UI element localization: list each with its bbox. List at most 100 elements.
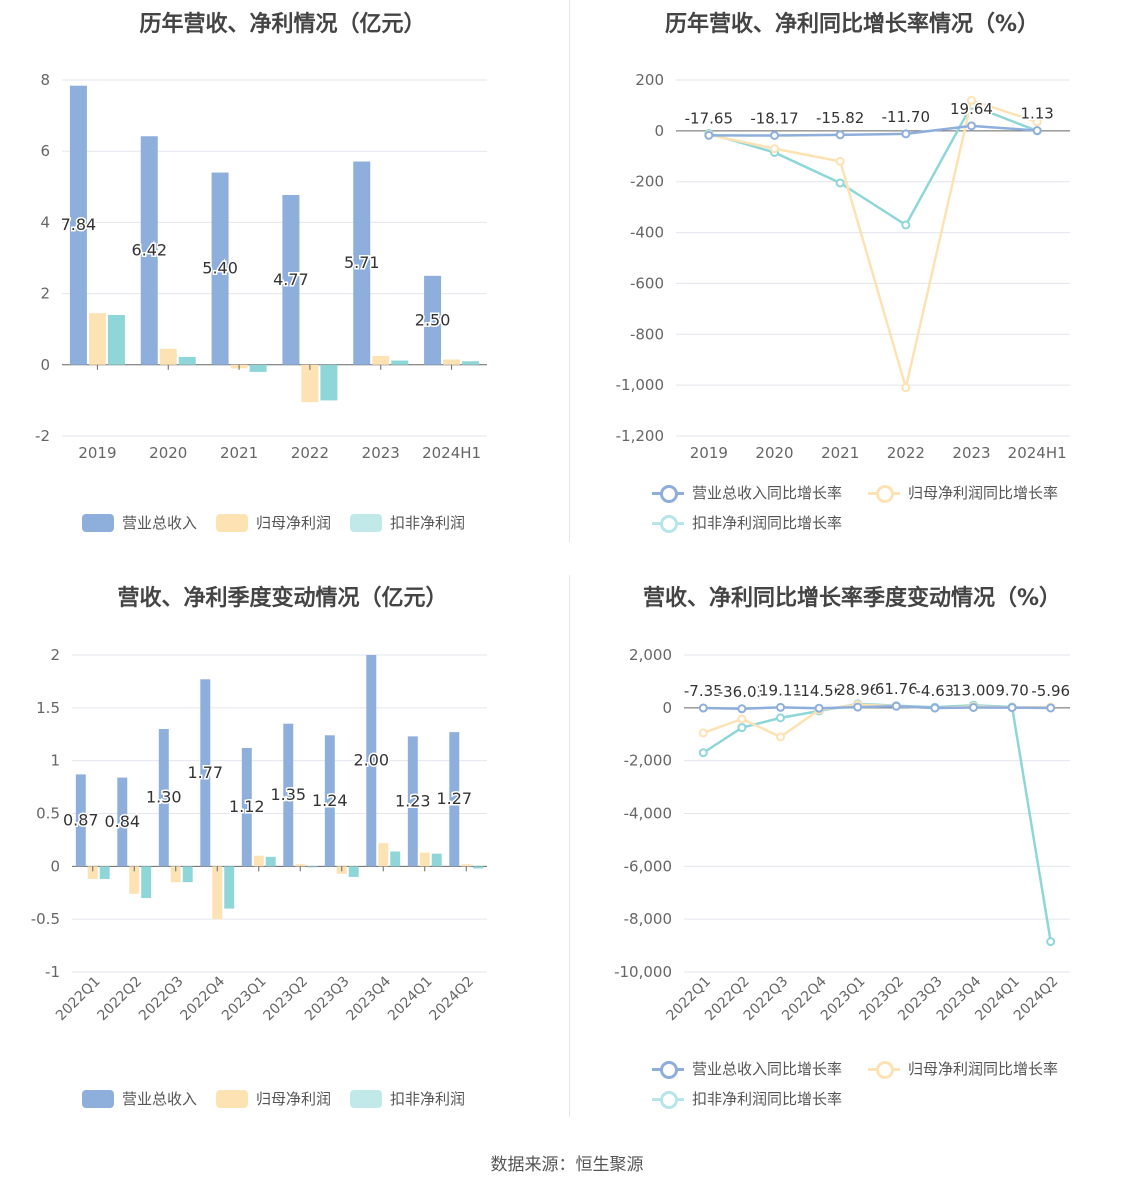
data-label: 1.13 bbox=[1020, 105, 1053, 123]
y-tick-label: -6,000 bbox=[624, 857, 672, 875]
y-tick-label: 4 bbox=[40, 213, 50, 231]
x-tick-label: 2022Q4 bbox=[177, 973, 228, 1024]
point-归母净利润同比增长率-2024H1 bbox=[1032, 117, 1042, 127]
legend-item-deducted-profit-growth[interactable]: 扣非净利润同比增长率 bbox=[652, 512, 842, 533]
chart-annual-growth-svg: -1,200 -1,000 -800 -600 -400 -200 0 200 -17.65 -1… bbox=[616, 71, 1070, 462]
bar-扣非净利润-2019 bbox=[107, 314, 125, 365]
y-tick-label: -200 bbox=[630, 173, 664, 191]
legend-item-revenue-growth[interactable]: 营业总收入同比增长率 bbox=[652, 482, 842, 503]
bar-扣非净利润-2022Q1 bbox=[99, 866, 110, 880]
bar-归母净利润-2023Q1 bbox=[253, 855, 264, 867]
legend-label: 营业总收入同比增长率 bbox=[692, 1060, 843, 1078]
data-label: 0.87 bbox=[63, 810, 99, 829]
point-营业总收入同比增长率-2023Q4 bbox=[969, 702, 978, 712]
legend-swatch bbox=[350, 513, 382, 532]
x-tick-label: 2022Q1 bbox=[53, 974, 104, 1025]
legend-label: 归母净利润同比增长率 bbox=[908, 484, 1059, 502]
y-tick-label: 1.5 bbox=[36, 699, 60, 717]
bar-营业总收入-2022 bbox=[282, 194, 300, 365]
data-label: -11.70 bbox=[882, 108, 930, 126]
y-tick-label: -800 bbox=[630, 325, 664, 343]
chart-title: 营收、净利季度变动情况（亿元） bbox=[117, 586, 448, 611]
data-label: 1.27 bbox=[436, 789, 472, 808]
point-营业总收入同比增长率-2022Q3 bbox=[776, 702, 785, 712]
point-营业总收入同比增长率-2023 bbox=[967, 121, 976, 131]
x-tick-label: 2023Q4 bbox=[343, 973, 394, 1024]
bar-扣非净利润-2024Q2 bbox=[473, 866, 484, 869]
legend-item-net-profit[interactable]: 归母净利润 bbox=[216, 512, 331, 533]
bar-归母净利润-2023Q4 bbox=[378, 843, 389, 867]
legend-swatch bbox=[82, 1089, 114, 1108]
data-label: 2.00 bbox=[353, 751, 389, 770]
y-tick-label: -8,000 bbox=[624, 910, 672, 928]
legend-item-revenue-growth[interactable]: 营业总收入同比增长率 bbox=[652, 1058, 842, 1079]
legend-item-net-profit-growth[interactable]: 归母净利润同比增长率 bbox=[868, 482, 1058, 503]
chart-annual-growth: 历年营收、净利同比增长率情况（%） -1,200 -1,000 -800 -600 -4… bbox=[570, 0, 1134, 545]
data-label: 1.30 bbox=[146, 788, 182, 807]
legend-label: 扣非净利润 bbox=[390, 1090, 466, 1108]
point-扣非净利润同比增长率-2022Q2 bbox=[737, 723, 747, 733]
bar-归母净利润-2024Q2 bbox=[461, 864, 472, 867]
bar-归母净利润-2022 bbox=[301, 364, 319, 403]
bar-归母净利润-2023 bbox=[372, 355, 390, 365]
point-扣非净利润同比增长率-2024Q2 bbox=[1046, 937, 1056, 947]
data-label: 5.71 bbox=[344, 253, 380, 272]
point-营业总收入同比增长率-2019 bbox=[704, 130, 714, 140]
data-label: 5.40 bbox=[202, 259, 238, 278]
y-tick-label: -10,000 bbox=[614, 963, 672, 981]
point-营业总收入同比增长率-2024Q1 bbox=[1007, 703, 1017, 713]
legend-item-deducted-profit[interactable]: 扣非净利润 bbox=[350, 1088, 465, 1109]
bar-归母净利润-2022Q4 bbox=[212, 866, 223, 920]
point-扣非净利润同比增长率-2021 bbox=[835, 178, 845, 188]
legend-item-deducted-profit[interactable]: 扣非净利润 bbox=[350, 512, 465, 533]
data-label: 0.84 bbox=[104, 812, 140, 831]
data-label: 61.76 bbox=[875, 680, 918, 698]
point-营业总收入同比增长率-2023Q2 bbox=[891, 701, 901, 711]
legend-marker bbox=[868, 1060, 900, 1079]
y-tick-label: 1 bbox=[50, 752, 60, 770]
legend-item-revenue[interactable]: 营业总收入 bbox=[82, 1088, 197, 1109]
legend-item-net-profit-growth[interactable]: 归母净利润同比增长率 bbox=[868, 1058, 1058, 1079]
point-营业总收入同比增长率-2023Q3 bbox=[930, 703, 940, 713]
data-label: 13.00 bbox=[952, 681, 995, 699]
bar-归母净利润-2024H1 bbox=[443, 359, 461, 365]
y-tick-label: 0.5 bbox=[36, 805, 60, 823]
legend-label: 扣非净利润同比增长率 bbox=[692, 514, 843, 532]
legend-item-net-profit[interactable]: 归母净利润 bbox=[216, 1088, 331, 1109]
bar-归母净利润-2019 bbox=[88, 313, 106, 365]
legend-item-revenue[interactable]: 营业总收入 bbox=[82, 512, 197, 533]
point-营业总收入同比增长率-2024Q2 bbox=[1046, 703, 1056, 713]
point-营业总收入同比增长率-2022Q1 bbox=[698, 703, 708, 713]
bar-营业总收入-2019 bbox=[69, 85, 87, 365]
data-label: 9.70 bbox=[995, 682, 1028, 700]
point-归母净利润同比增长率-2022Q3 bbox=[776, 732, 785, 742]
y-tick-label: 2 bbox=[40, 285, 50, 303]
bar-营业总收入-2023Q3 bbox=[324, 735, 335, 867]
bar-扣非净利润-2022Q3 bbox=[182, 866, 193, 883]
legend-label: 归母净利润 bbox=[256, 514, 332, 532]
x-tick-label: 2024H1 bbox=[1008, 444, 1067, 462]
data-label: 2.50 bbox=[415, 310, 451, 329]
legend-item-deducted-profit-growth[interactable]: 扣非净利润同比增长率 bbox=[652, 1088, 842, 1109]
point-归母净利润同比增长率-2022Q2 bbox=[737, 714, 747, 724]
legend-label: 营业总收入同比增长率 bbox=[692, 484, 843, 502]
bar-扣非净利润-2020 bbox=[178, 356, 196, 365]
y-tick-label: -2,000 bbox=[624, 752, 672, 770]
y-tick-label: 0 bbox=[50, 857, 60, 875]
point-归母净利润同比增长率-2023 bbox=[967, 95, 976, 105]
bar-营业总收入-2021 bbox=[211, 172, 229, 365]
bar-归母净利润-2023Q2 bbox=[295, 864, 306, 867]
data-label: -36.03 bbox=[718, 683, 766, 701]
line-营业总收入同比增长率 bbox=[708, 124, 1038, 137]
chart-quarterly-amount-svg: -1 -0.5 0 0.5 1 1.5 2 0.87 0.84 1.30 1.77 1.12 1.35 1… bbox=[31, 646, 487, 1025]
bar-扣非净利润-2023Q4 bbox=[390, 851, 401, 867]
bar-扣非净利润-2023 bbox=[391, 360, 409, 365]
bar-扣非净利润-2022Q4 bbox=[224, 866, 235, 909]
legend-label: 扣非净利润同比增长率 bbox=[692, 1090, 843, 1108]
legend-label: 归母净利润 bbox=[256, 1090, 332, 1108]
data-label: 19.11 bbox=[759, 681, 802, 699]
line-扣非净利润同比增长率 bbox=[702, 702, 1052, 942]
data-label: -17.65 bbox=[685, 109, 733, 127]
bar-营业总收入-2024Q1 bbox=[407, 736, 418, 867]
y-tick-label: 8 bbox=[40, 71, 50, 89]
